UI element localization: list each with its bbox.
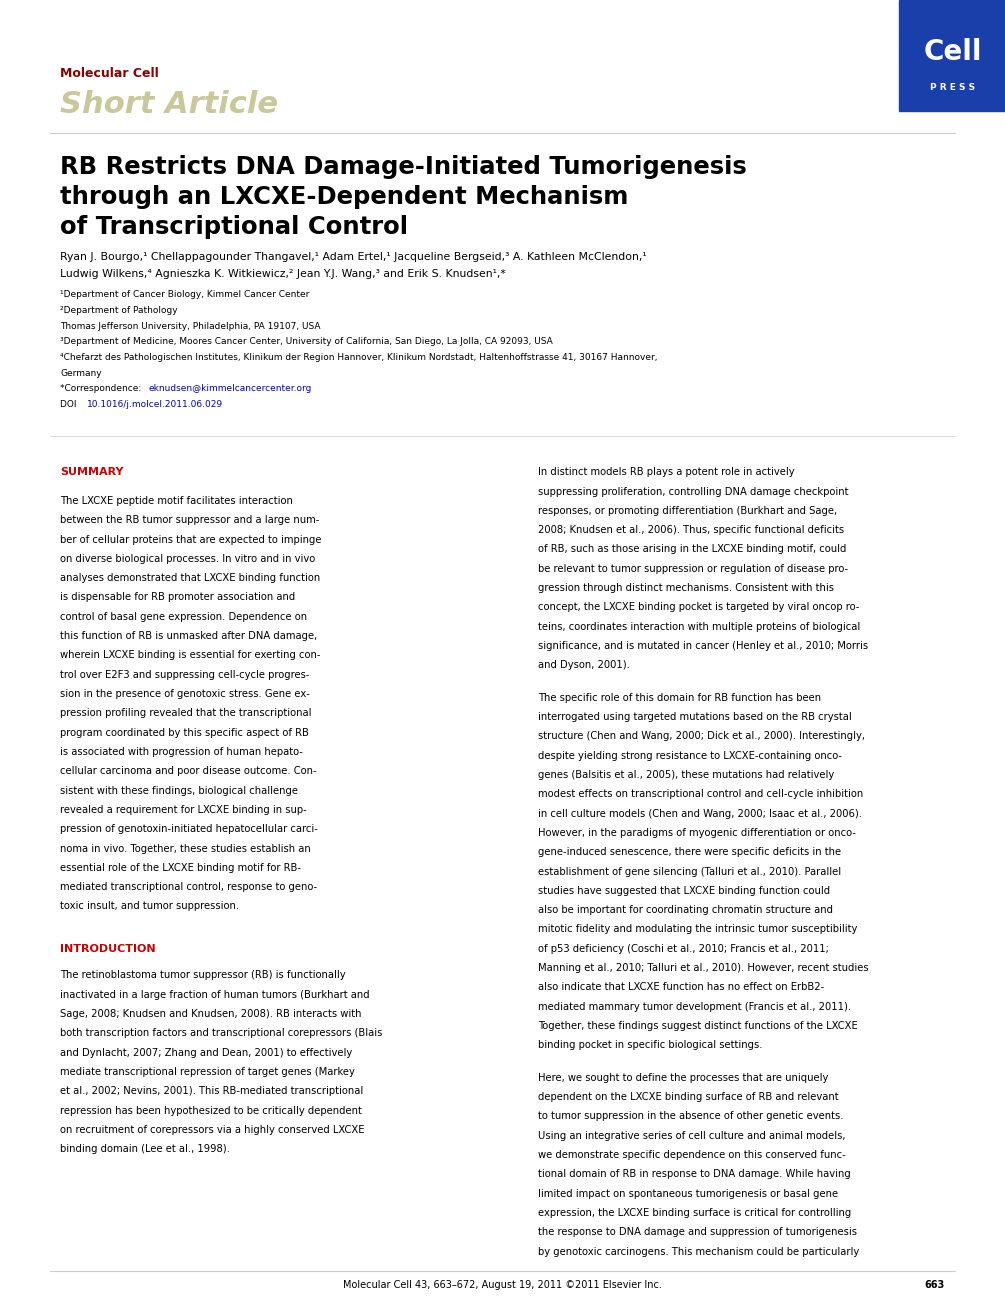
Text: toxic insult, and tumor suppression.: toxic insult, and tumor suppression. (60, 902, 239, 911)
Text: DOI: DOI (60, 401, 79, 408)
Text: pression of genotoxin-initiated hepatocellular carci-: pression of genotoxin-initiated hepatoce… (60, 825, 319, 834)
Text: the response to DNA damage and suppression of tumorigenesis: the response to DNA damage and suppressi… (538, 1227, 856, 1237)
Text: dependent on the LXCXE binding surface of RB and relevant: dependent on the LXCXE binding surface o… (538, 1092, 838, 1101)
Text: Together, these findings suggest distinct functions of the LXCXE: Together, these findings suggest distinc… (538, 1021, 857, 1031)
Text: limited impact on spontaneous tumorigenesis or basal gene: limited impact on spontaneous tumorigene… (538, 1189, 838, 1198)
Text: 663: 663 (925, 1280, 945, 1291)
Text: by genotoxic carcinogens. This mechanism could be particularly: by genotoxic carcinogens. This mechanism… (538, 1246, 859, 1257)
Text: to tumor suppression in the absence of other genetic events.: to tumor suppression in the absence of o… (538, 1112, 843, 1121)
Text: responses, or promoting differentiation (Burkhart and Sage,: responses, or promoting differentiation … (538, 506, 837, 515)
Text: 10.1016/j.molcel.2011.06.029: 10.1016/j.molcel.2011.06.029 (87, 401, 223, 408)
Text: sistent with these findings, biological challenge: sistent with these findings, biological … (60, 786, 298, 796)
Text: studies have suggested that LXCXE binding function could: studies have suggested that LXCXE bindin… (538, 886, 830, 895)
Text: noma in vivo. Together, these studies establish an: noma in vivo. Together, these studies es… (60, 843, 312, 853)
Text: Manning et al., 2010; Talluri et al., 2010). However, recent studies: Manning et al., 2010; Talluri et al., 20… (538, 963, 868, 974)
Text: mitotic fidelity and modulating the intrinsic tumor susceptibility: mitotic fidelity and modulating the intr… (538, 924, 857, 934)
Text: between the RB tumor suppressor and a large num-: between the RB tumor suppressor and a la… (60, 515, 320, 525)
Text: also be important for coordinating chromatin structure and: also be important for coordinating chrom… (538, 906, 833, 915)
Text: ber of cellular proteins that are expected to impinge: ber of cellular proteins that are expect… (60, 535, 322, 544)
Text: and Dyson, 2001).: and Dyson, 2001). (538, 660, 629, 671)
Text: et al., 2002; Nevins, 2001). This RB-mediated transcriptional: et al., 2002; Nevins, 2001). This RB-med… (60, 1086, 364, 1096)
Text: gression through distinct mechanisms. Consistent with this: gression through distinct mechanisms. Co… (538, 583, 834, 592)
Text: structure (Chen and Wang, 2000; Dick et al., 2000). Interestingly,: structure (Chen and Wang, 2000; Dick et … (538, 731, 864, 741)
Text: be relevant to tumor suppression or regulation of disease pro-: be relevant to tumor suppression or regu… (538, 564, 848, 574)
Text: on recruitment of corepressors via a highly conserved LXCXE: on recruitment of corepressors via a hig… (60, 1125, 365, 1135)
Text: pression profiling revealed that the transcriptional: pression profiling revealed that the tra… (60, 709, 312, 718)
Text: on diverse biological processes. In vitro and in vivo: on diverse biological processes. In vitr… (60, 553, 316, 564)
Text: Ryan J. Bourgo,¹ Chellappagounder Thangavel,¹ Adam Ertel,¹ Jacqueline Bergseid,³: Ryan J. Bourgo,¹ Chellappagounder Thanga… (60, 252, 647, 262)
Text: also indicate that LXCXE function has no effect on ErbB2-: also indicate that LXCXE function has no… (538, 983, 824, 992)
Text: inactivated in a large fraction of human tumors (Burkhart and: inactivated in a large fraction of human… (60, 989, 370, 1000)
Text: analyses demonstrated that LXCXE binding function: analyses demonstrated that LXCXE binding… (60, 573, 321, 583)
Text: P R E S S: P R E S S (931, 84, 975, 91)
Text: However, in the paradigms of myogenic differentiation or onco-: However, in the paradigms of myogenic di… (538, 827, 855, 838)
Text: eknudsen@kimmelcancercenter.org: eknudsen@kimmelcancercenter.org (149, 385, 313, 393)
Text: tional domain of RB in response to DNA damage. While having: tional domain of RB in response to DNA d… (538, 1169, 850, 1180)
Text: essential role of the LXCXE binding motif for RB-: essential role of the LXCXE binding moti… (60, 863, 302, 873)
Text: mediated transcriptional control, response to geno-: mediated transcriptional control, respon… (60, 882, 318, 893)
Text: establishment of gene silencing (Talluri et al., 2010). Parallel: establishment of gene silencing (Talluri… (538, 867, 841, 877)
Text: genes (Balsitis et al., 2005), these mutations had relatively: genes (Balsitis et al., 2005), these mut… (538, 770, 834, 780)
Text: we demonstrate specific dependence on this conserved func-: we demonstrate specific dependence on th… (538, 1150, 845, 1160)
Text: SUMMARY: SUMMARY (60, 467, 124, 478)
Text: repression has been hypothesized to be critically dependent: repression has been hypothesized to be c… (60, 1105, 362, 1116)
Text: program coordinated by this specific aspect of RB: program coordinated by this specific asp… (60, 728, 310, 737)
Text: ¹Department of Cancer Biology, Kimmel Cancer Center: ¹Department of Cancer Biology, Kimmel Ca… (60, 291, 310, 299)
Text: concept, the LXCXE binding pocket is targeted by viral oncop ro-: concept, the LXCXE binding pocket is tar… (538, 603, 859, 612)
Text: Sage, 2008; Knudsen and Knudsen, 2008). RB interacts with: Sage, 2008; Knudsen and Knudsen, 2008). … (60, 1009, 362, 1019)
Text: revealed a requirement for LXCXE binding in sup-: revealed a requirement for LXCXE binding… (60, 805, 308, 814)
Text: ²Department of Pathology: ²Department of Pathology (60, 307, 178, 315)
Text: Molecular Cell 43, 663–672, August 19, 2011 ©2011 Elsevier Inc.: Molecular Cell 43, 663–672, August 19, 2… (343, 1280, 662, 1291)
Text: *Correspondence:: *Correspondence: (60, 385, 145, 393)
Text: binding domain (Lee et al., 1998).: binding domain (Lee et al., 1998). (60, 1144, 230, 1154)
Text: of Transcriptional Control: of Transcriptional Control (60, 215, 408, 239)
Text: In distinct models RB plays a potent role in actively: In distinct models RB plays a potent rol… (538, 467, 794, 478)
Text: The LXCXE peptide motif facilitates interaction: The LXCXE peptide motif facilitates inte… (60, 496, 293, 506)
Text: expression, the LXCXE binding surface is critical for controlling: expression, the LXCXE binding surface is… (538, 1208, 851, 1218)
Text: is dispensable for RB promoter association and: is dispensable for RB promoter associati… (60, 592, 295, 603)
Text: suppressing proliferation, controlling DNA damage checkpoint: suppressing proliferation, controlling D… (538, 487, 848, 496)
Text: teins, coordinates interaction with multiple proteins of biological: teins, coordinates interaction with mult… (538, 621, 860, 632)
Text: is associated with progression of human hepato-: is associated with progression of human … (60, 746, 304, 757)
Text: RB Restricts DNA Damage-Initiated Tumorigenesis: RB Restricts DNA Damage-Initiated Tumori… (60, 155, 747, 179)
Text: both transcription factors and transcriptional corepressors (Blais: both transcription factors and transcrip… (60, 1028, 383, 1039)
Text: control of basal gene expression. Dependence on: control of basal gene expression. Depend… (60, 612, 308, 621)
Text: Germany: Germany (60, 369, 102, 377)
Text: Using an integrative series of cell culture and animal models,: Using an integrative series of cell cult… (538, 1130, 845, 1141)
Text: gene-induced senescence, there were specific deficits in the: gene-induced senescence, there were spec… (538, 847, 841, 857)
Text: this function of RB is unmasked after DNA damage,: this function of RB is unmasked after DN… (60, 632, 318, 641)
Text: of RB, such as those arising in the LXCXE binding motif, could: of RB, such as those arising in the LXCX… (538, 544, 846, 555)
Text: The specific role of this domain for RB function has been: The specific role of this domain for RB … (538, 693, 821, 702)
Text: binding pocket in specific biological settings.: binding pocket in specific biological se… (538, 1040, 762, 1051)
Text: interrogated using targeted mutations based on the RB crystal: interrogated using targeted mutations ba… (538, 713, 851, 722)
Text: ⁴Chefarzt des Pathologischen Institutes, Klinikum der Region Hannover, Klinikum : ⁴Chefarzt des Pathologischen Institutes,… (60, 354, 658, 361)
Text: sion in the presence of genotoxic stress. Gene ex-: sion in the presence of genotoxic stress… (60, 689, 311, 699)
Text: Here, we sought to define the processes that are uniquely: Here, we sought to define the processes … (538, 1073, 828, 1083)
Text: cellular carcinoma and poor disease outcome. Con-: cellular carcinoma and poor disease outc… (60, 766, 317, 776)
Text: Short Article: Short Article (60, 90, 278, 119)
Text: of p53 deficiency (Coschi et al., 2010; Francis et al., 2011;: of p53 deficiency (Coschi et al., 2010; … (538, 944, 828, 954)
Text: The retinoblastoma tumor suppressor (RB) is functionally: The retinoblastoma tumor suppressor (RB)… (60, 971, 346, 980)
Text: in cell culture models (Chen and Wang, 2000; Isaac et al., 2006).: in cell culture models (Chen and Wang, 2… (538, 809, 861, 818)
Text: through an LXCXE-Dependent Mechanism: through an LXCXE-Dependent Mechanism (60, 185, 629, 209)
Text: mediated mammary tumor development (Francis et al., 2011).: mediated mammary tumor development (Fran… (538, 1002, 851, 1011)
Text: trol over E2F3 and suppressing cell-cycle progres-: trol over E2F3 and suppressing cell-cycl… (60, 669, 310, 680)
Bar (899, 0, 1005, 111)
Text: Molecular Cell: Molecular Cell (60, 67, 159, 80)
Text: despite yielding strong resistance to LXCXE-containing onco-: despite yielding strong resistance to LX… (538, 750, 841, 761)
Text: Thomas Jefferson University, Philadelphia, PA 19107, USA: Thomas Jefferson University, Philadelphi… (60, 322, 321, 330)
Text: wherein LXCXE binding is essential for exerting con-: wherein LXCXE binding is essential for e… (60, 650, 321, 660)
Text: INTRODUCTION: INTRODUCTION (60, 945, 156, 954)
Text: Cell: Cell (924, 38, 982, 67)
Text: Ludwig Wilkens,⁴ Agnieszka K. Witkiewicz,² Jean Y.J. Wang,³ and Erik S. Knudsen¹: Ludwig Wilkens,⁴ Agnieszka K. Witkiewicz… (60, 269, 507, 279)
Text: and Dynlacht, 2007; Zhang and Dean, 2001) to effectively: and Dynlacht, 2007; Zhang and Dean, 2001… (60, 1048, 353, 1057)
Text: modest effects on transcriptional control and cell-cycle inhibition: modest effects on transcriptional contro… (538, 790, 863, 799)
Text: significance, and is mutated in cancer (Henley et al., 2010; Morris: significance, and is mutated in cancer (… (538, 641, 867, 651)
Text: mediate transcriptional repression of target genes (Markey: mediate transcriptional repression of ta… (60, 1067, 355, 1077)
Text: ³Department of Medicine, Moores Cancer Center, University of California, San Die: ³Department of Medicine, Moores Cancer C… (60, 338, 553, 346)
Text: 2008; Knudsen et al., 2006). Thus, specific functional deficits: 2008; Knudsen et al., 2006). Thus, speci… (538, 525, 844, 535)
